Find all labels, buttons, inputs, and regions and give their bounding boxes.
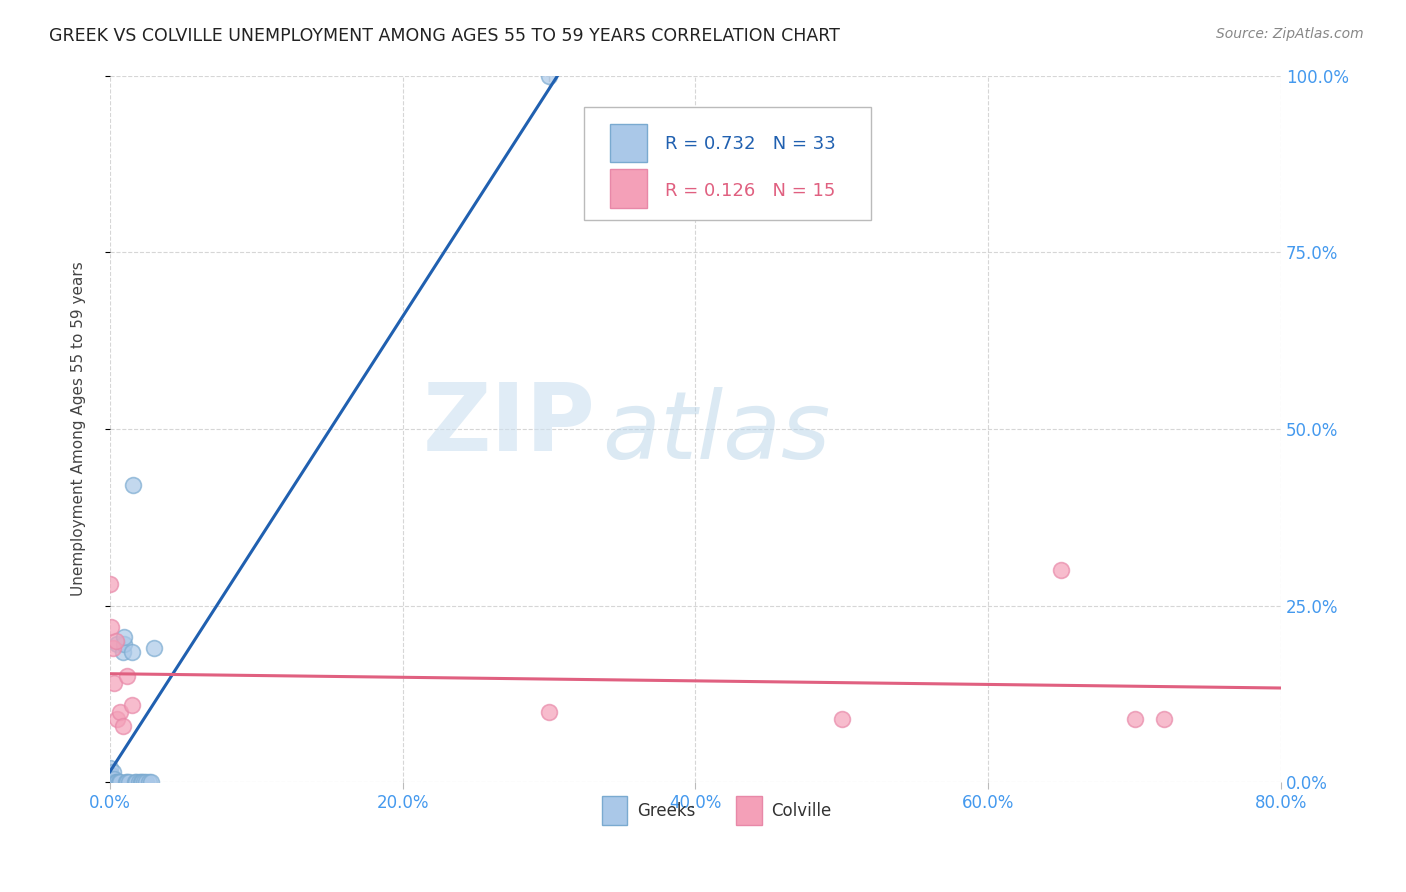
Point bbox=[104, 775, 127, 789]
Point bbox=[537, 705, 560, 719]
Point bbox=[139, 775, 162, 789]
Point bbox=[128, 775, 150, 789]
Point bbox=[142, 640, 165, 655]
Point bbox=[98, 761, 121, 775]
Point bbox=[121, 698, 143, 712]
Point bbox=[98, 577, 121, 591]
Point bbox=[129, 775, 152, 789]
Text: Colville: Colville bbox=[772, 802, 832, 820]
Point bbox=[103, 772, 125, 786]
Point bbox=[132, 775, 155, 789]
Text: R = 0.126   N = 15: R = 0.126 N = 15 bbox=[665, 182, 835, 200]
Point bbox=[114, 637, 136, 651]
Point bbox=[117, 669, 139, 683]
Point bbox=[103, 676, 125, 690]
Point bbox=[108, 775, 131, 789]
Point bbox=[104, 634, 127, 648]
FancyBboxPatch shape bbox=[583, 107, 872, 220]
Text: GREEK VS COLVILLE UNEMPLOYMENT AMONG AGES 55 TO 59 YEARS CORRELATION CHART: GREEK VS COLVILLE UNEMPLOYMENT AMONG AGE… bbox=[49, 27, 841, 45]
Point bbox=[112, 719, 135, 733]
Point bbox=[105, 775, 128, 789]
Text: Greeks: Greeks bbox=[637, 802, 695, 820]
Point bbox=[124, 775, 146, 789]
Point bbox=[101, 640, 124, 655]
Point bbox=[98, 768, 121, 782]
FancyBboxPatch shape bbox=[610, 124, 647, 162]
Y-axis label: Unemployment Among Ages 55 to 59 years: Unemployment Among Ages 55 to 59 years bbox=[72, 261, 86, 596]
FancyBboxPatch shape bbox=[737, 797, 762, 825]
Point bbox=[537, 69, 560, 83]
Point bbox=[117, 775, 139, 789]
Point bbox=[100, 620, 122, 634]
Text: R = 0.732   N = 33: R = 0.732 N = 33 bbox=[665, 135, 835, 153]
Point bbox=[112, 644, 135, 658]
Point bbox=[118, 775, 141, 789]
Point bbox=[101, 775, 124, 789]
Point bbox=[121, 644, 143, 658]
Point bbox=[131, 775, 153, 789]
Text: Source: ZipAtlas.com: Source: ZipAtlas.com bbox=[1216, 27, 1364, 41]
Point bbox=[122, 478, 145, 492]
Point bbox=[114, 631, 136, 645]
Point bbox=[98, 775, 121, 789]
Point bbox=[100, 775, 122, 789]
FancyBboxPatch shape bbox=[610, 169, 647, 208]
Point bbox=[100, 768, 122, 782]
Point bbox=[125, 775, 148, 789]
Text: ZIP: ZIP bbox=[423, 379, 596, 471]
Point bbox=[1123, 712, 1146, 726]
Point bbox=[1153, 712, 1175, 726]
Text: atlas: atlas bbox=[602, 387, 830, 478]
Point bbox=[135, 775, 157, 789]
Point bbox=[105, 637, 128, 651]
Point bbox=[138, 775, 160, 789]
Point bbox=[105, 712, 128, 726]
Point bbox=[1050, 563, 1073, 577]
Point bbox=[115, 775, 138, 789]
Point bbox=[107, 775, 129, 789]
Point bbox=[103, 775, 125, 789]
Point bbox=[101, 764, 124, 779]
FancyBboxPatch shape bbox=[602, 797, 627, 825]
Point bbox=[108, 705, 131, 719]
Point bbox=[831, 712, 853, 726]
